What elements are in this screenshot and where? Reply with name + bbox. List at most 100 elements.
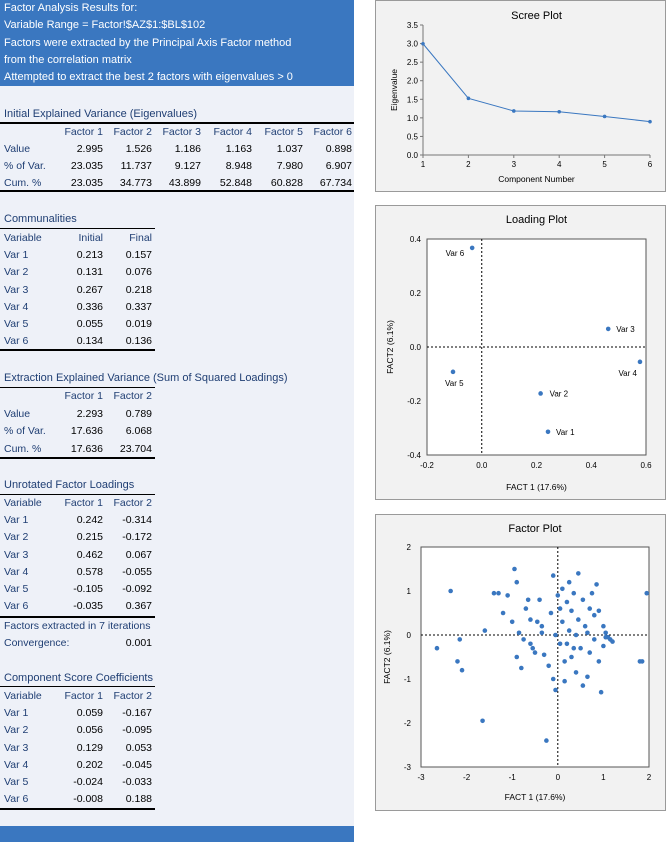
row-label: Var 6 — [4, 793, 29, 806]
chart-title: Scree Plot — [511, 10, 562, 22]
row-label: Var 6 — [4, 335, 29, 348]
scree-point — [421, 41, 425, 46]
row-label: Var 2 — [4, 266, 29, 279]
table-cell: 0.188 — [125, 793, 152, 806]
factor-point — [553, 687, 558, 693]
table-cell: 0.131 — [76, 266, 103, 279]
table-cell: 0.056 — [76, 724, 103, 737]
divider — [0, 457, 155, 459]
factor-point — [594, 582, 599, 587]
table-cell: 0.136 — [125, 335, 152, 348]
table-cell: 0.129 — [76, 741, 103, 754]
x-tick-label: 0.0 — [476, 461, 488, 470]
factor-point — [587, 606, 593, 611]
factor-point — [585, 674, 590, 680]
table-cell: 0.202 — [76, 758, 103, 771]
x-tick-label: 5 — [602, 160, 607, 169]
divider — [0, 228, 155, 229]
y-tick-label: 3.0 — [407, 40, 419, 49]
factor-point — [562, 659, 567, 664]
table-cell: 2.995 — [76, 143, 103, 155]
x-tick-label: -1 — [509, 773, 517, 782]
factor-point — [591, 612, 597, 618]
factor-point — [578, 645, 583, 651]
row-label: Cum. % — [4, 442, 42, 455]
factor-point — [596, 659, 602, 664]
table-cell: -0.095 — [122, 724, 152, 737]
table-cell: 2.293 — [76, 407, 103, 420]
row-label: Var 3 — [4, 548, 29, 561]
table-cell: 67.734 — [319, 177, 352, 189]
y-axis-label: Eigenvalue — [389, 69, 399, 111]
x-tick-label: 1 — [421, 160, 426, 169]
factor-point — [505, 593, 510, 598]
factor-point — [537, 597, 542, 603]
factor-point — [596, 608, 602, 614]
scree-plot-panel[interactable]: Scree Plot 0.0 0.5 1.0 1.5 2.0 2.5 3.0 3.5 1 2 3 4 5 6… — [375, 0, 666, 192]
loading-point — [538, 391, 543, 396]
table-cell: 0.059 — [76, 707, 103, 720]
column-header: Final — [129, 232, 152, 244]
factor-plot: Factor Plot -3 -2 -1 0 1 2 -3 -2 -1 0 1 2 FACT 1 (17.… — [382, 523, 652, 802]
factor-point — [550, 676, 556, 682]
table-cell: 43.899 — [168, 177, 201, 189]
factor-point — [459, 667, 465, 673]
factor-point — [560, 619, 565, 625]
table-cell: 0.134 — [76, 335, 103, 348]
row-label: Var 5 — [4, 776, 29, 788]
table-cell: 60.828 — [270, 177, 303, 189]
point-label: Var 5 — [445, 379, 464, 388]
column-header: Factor 6 — [313, 126, 352, 138]
loading-point — [450, 369, 456, 375]
divider — [0, 808, 155, 810]
factor-point — [564, 599, 570, 605]
convergence-value: 0.001 — [125, 637, 152, 649]
factor-point — [571, 645, 577, 651]
banner-line-4: from the correlation matrix — [4, 54, 132, 66]
table-cell: 11.737 — [120, 160, 152, 172]
row-label: Var 5 — [4, 583, 29, 595]
x-tick-label: -0.2 — [420, 461, 434, 470]
column-header: Factor 2 — [113, 390, 152, 402]
y-tick-label: 1.0 — [407, 114, 419, 123]
x-tick-label: 2 — [647, 773, 652, 782]
factor-point — [525, 597, 531, 603]
y-tick-label: -2 — [404, 719, 412, 728]
loading-point — [469, 245, 475, 251]
factor-point — [516, 630, 522, 636]
loading-plot-panel[interactable]: Loading Plot -0.4 -0.2 0.0 0.2 0.4 -0.2 0.0 0.2 0… — [375, 205, 666, 500]
divider — [0, 686, 155, 687]
factor-point — [500, 610, 506, 616]
divider — [0, 494, 155, 495]
factor-plot-panel[interactable]: Factor Plot -3 -2 -1 0 1 2 -3 -2 -1 0 1 2 FACT 1 (17.… — [375, 514, 666, 811]
x-tick-label: 3 — [512, 160, 517, 169]
table-cell: -0.024 — [73, 776, 103, 788]
row-label: Cum. % — [4, 177, 42, 189]
point-label: Var 4 — [618, 369, 637, 378]
factor-point — [544, 738, 549, 743]
table-cell: -0.167 — [122, 707, 152, 720]
factor-point — [566, 579, 572, 585]
column-header: Variable — [4, 232, 42, 244]
results-banner: Factor Analysis Results for: Variable Ra… — [0, 0, 354, 86]
table-cell: -0.045 — [122, 758, 152, 771]
y-tick-label: 0.4 — [410, 235, 422, 244]
table-cell: 8.948 — [225, 160, 252, 172]
table-cell: 23.035 — [70, 177, 103, 189]
table-cell: 0.267 — [76, 283, 103, 296]
factor-point — [591, 637, 597, 642]
factor-point — [560, 586, 565, 592]
table-cell: 0.157 — [125, 249, 152, 262]
factor-point — [496, 590, 501, 596]
row-label: Var 1 — [4, 514, 29, 527]
row-label: % of Var. — [4, 160, 46, 172]
factor-point — [569, 608, 574, 614]
factor-point — [455, 659, 460, 664]
row-label: Var 4 — [4, 300, 29, 313]
factor-point — [566, 628, 572, 633]
row-label: Var 6 — [4, 600, 29, 613]
loading-plot: Loading Plot-0.4-0.20.00.20.4-0.2 0.0 0.2 0… — [385, 214, 652, 492]
factor-point — [553, 632, 558, 638]
point-label: Var 3 — [616, 325, 635, 334]
y-tick-label: 0.2 — [410, 289, 422, 298]
